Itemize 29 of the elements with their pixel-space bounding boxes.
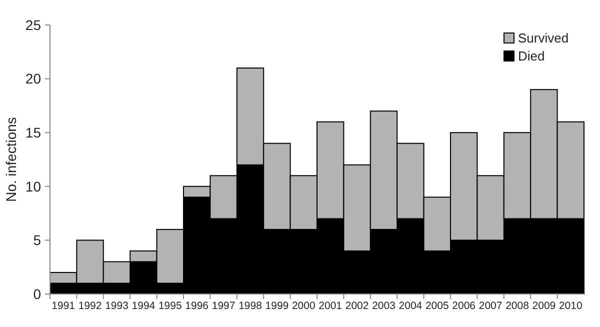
y-axis-title: No. infections: [3, 117, 19, 202]
x-tick-label: 1993: [105, 300, 129, 312]
y-tick-label: 25: [25, 16, 42, 33]
x-tick-label: 1994: [132, 300, 156, 312]
x-tick-label: 2008: [506, 300, 530, 312]
x-tick-label: 2004: [398, 300, 422, 312]
x-tick-label: 2010: [558, 300, 582, 312]
x-tick-label: 1997: [212, 300, 236, 312]
x-tick-label: 1998: [238, 300, 262, 312]
x-tick-label: 1991: [52, 300, 76, 312]
x-tick-label: 2002: [345, 300, 369, 312]
x-tick-label: 1992: [78, 300, 102, 312]
y-tick-label: 10: [25, 178, 42, 194]
x-tick-label: 2005: [425, 300, 449, 312]
x-tick-label: 2007: [478, 300, 502, 312]
y-tick-label: 15: [25, 124, 42, 140]
x-tick-label: 1995: [158, 300, 182, 312]
legend-label: Survived: [518, 30, 569, 46]
x-tick-label: 2000: [292, 300, 316, 312]
x-tick-label: 1999: [265, 300, 289, 312]
x-tick-label: 2003: [372, 300, 396, 312]
x-tick-label: 2006: [452, 300, 476, 312]
x-tick-label: 2001: [318, 300, 342, 312]
y-tick-label: 5: [33, 232, 42, 248]
x-tick-label: 1996: [185, 300, 209, 312]
x-tick-label: 2009: [532, 300, 556, 312]
y-tick-label: 20: [25, 70, 42, 87]
y-tick-label: 0: [33, 286, 42, 302]
legend-label: Died: [518, 48, 545, 64]
